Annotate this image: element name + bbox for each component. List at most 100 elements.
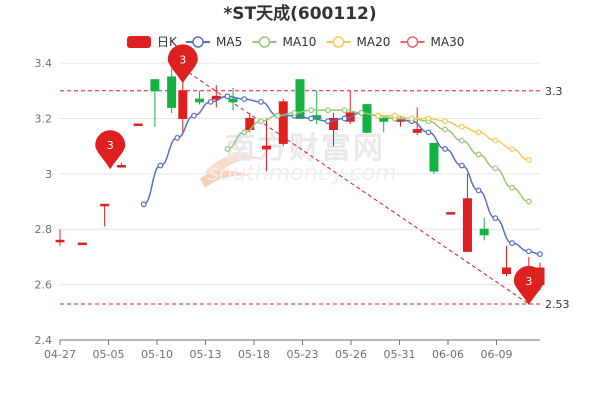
candle-body: [462, 198, 472, 252]
candle-body: [150, 79, 160, 92]
legend-label: MA20: [357, 35, 391, 49]
ma-point-ma5: [207, 98, 214, 105]
ma-point-ma5: [475, 187, 482, 194]
ma-point-ma20: [525, 157, 532, 163]
ma-point-ma20: [509, 146, 515, 152]
ma-point-ma5: [458, 162, 465, 169]
y-tick-label: 3: [45, 168, 52, 181]
reference-lines: 3.3 2.53: [60, 68, 570, 311]
ma-point-ma20: [475, 129, 482, 136]
ma-point-ma5: [509, 240, 515, 246]
reference-line-label: 3.3: [545, 85, 563, 98]
ma-point-ma10: [525, 198, 532, 205]
x-tick-label: 04-27: [44, 348, 76, 361]
ma-point-ma5: [525, 248, 532, 255]
candle-body: [362, 104, 372, 133]
y-tick-label: 2.8: [35, 223, 53, 236]
ma-point-ma20: [492, 137, 499, 144]
legend-label: MA10: [283, 35, 317, 49]
ma-point-ma10: [341, 107, 348, 114]
ma-point-ma10: [308, 107, 315, 114]
candle-body: [116, 165, 126, 168]
x-tick-label: 05-10: [141, 348, 173, 361]
ma-point-ma10: [509, 184, 515, 191]
ma-point-ma5: [224, 93, 231, 100]
legend-item: 日K: [127, 35, 178, 49]
watermark-text: southmoney.com: [207, 161, 396, 186]
ma-point-ma20: [375, 112, 382, 119]
candle-body: [328, 117, 338, 131]
ma-point-ma10: [274, 112, 281, 119]
legend-symbol: [258, 36, 271, 48]
ma-point-ma20: [391, 112, 398, 119]
ma-point-ma10: [458, 137, 465, 144]
watermark-logo-icon: [199, 154, 264, 189]
candle-body: [429, 142, 439, 172]
legend-item: MA30: [400, 35, 464, 49]
ma-point-ma5: [325, 118, 331, 125]
ma-point-ma5: [191, 112, 197, 119]
x-tick-label: 05-26: [335, 348, 367, 361]
ma-point-ma5: [492, 215, 499, 222]
legend-label: 日K: [157, 35, 178, 49]
ma-point-ma20: [442, 118, 449, 125]
ma-point-ma10: [325, 107, 331, 114]
x-axis: 04-27 05-05 05-10 05-13 05-18 05-23 05-26 05-31…: [44, 339, 540, 361]
ma-point-ma5: [425, 129, 432, 136]
ma-point-ma5: [341, 115, 348, 122]
candle-body: [167, 76, 177, 108]
y-tick-label: 3.2: [35, 112, 53, 125]
candle-body: [195, 98, 205, 103]
x-tick-label: 05-05: [93, 348, 125, 361]
marker-label: 3: [179, 53, 186, 66]
reference-line-label: 2.53: [545, 298, 570, 311]
candle-body: [262, 145, 272, 150]
legend-symbol: [127, 36, 151, 48]
ma-point-ma5: [537, 251, 543, 258]
legend-symbol: [406, 36, 419, 48]
ma-point-ma5: [140, 201, 147, 208]
x-tick-label: 05-31: [384, 348, 416, 361]
ma-point-ma5: [174, 134, 181, 141]
ma-point-ma5: [241, 96, 248, 102]
ma-point-ma10: [492, 165, 499, 172]
ma-point-ma5: [157, 162, 164, 169]
marker-pin: 3: [95, 130, 126, 170]
legend-item: MA20: [326, 35, 391, 49]
y-tick-label: 2.4: [35, 334, 53, 347]
watermark-text: 南方财富网: [225, 131, 385, 166]
x-tick-label: 06-09: [481, 348, 513, 361]
ma-point-ma10: [291, 110, 298, 116]
marker-label: 3: [525, 275, 532, 288]
x-tick-label: 05-18: [238, 348, 270, 361]
x-tick-label: 05-23: [287, 348, 319, 361]
ma-point-ma20: [458, 123, 465, 130]
candle-body: [178, 90, 188, 119]
ma-point-ma20: [408, 115, 415, 122]
legend-symbol: [332, 36, 345, 48]
legend-label: MA5: [216, 35, 242, 49]
y-tick-label: 2.6: [35, 279, 53, 292]
chart-legend: 日K MA5 MA10 MA20 MA30: [127, 35, 464, 49]
marker-pin-shape: [513, 265, 544, 305]
marker-pin-shape: [167, 44, 198, 84]
marker-pin-shape: [95, 130, 126, 170]
candle-body: [479, 228, 489, 236]
candle-body: [412, 129, 422, 133]
ma-point-ma10: [442, 126, 449, 133]
candle-body: [77, 242, 87, 246]
candle-body: [278, 101, 288, 144]
ma-point-ma10: [241, 129, 248, 136]
y-axis: 2.4 2.6 2.8 3 3.2 3.4: [35, 57, 53, 347]
ma-point-ma5: [258, 98, 264, 105]
candle-body: [295, 79, 305, 119]
y-tick-label: 3.4: [35, 57, 53, 70]
legend-item: MA5: [186, 35, 242, 49]
moving-average-lines: [140, 93, 543, 258]
candle-body: [446, 212, 456, 215]
ma-point-ma5: [442, 146, 449, 152]
candle-body: [133, 123, 143, 126]
ma-line-ma20: [378, 114, 529, 161]
